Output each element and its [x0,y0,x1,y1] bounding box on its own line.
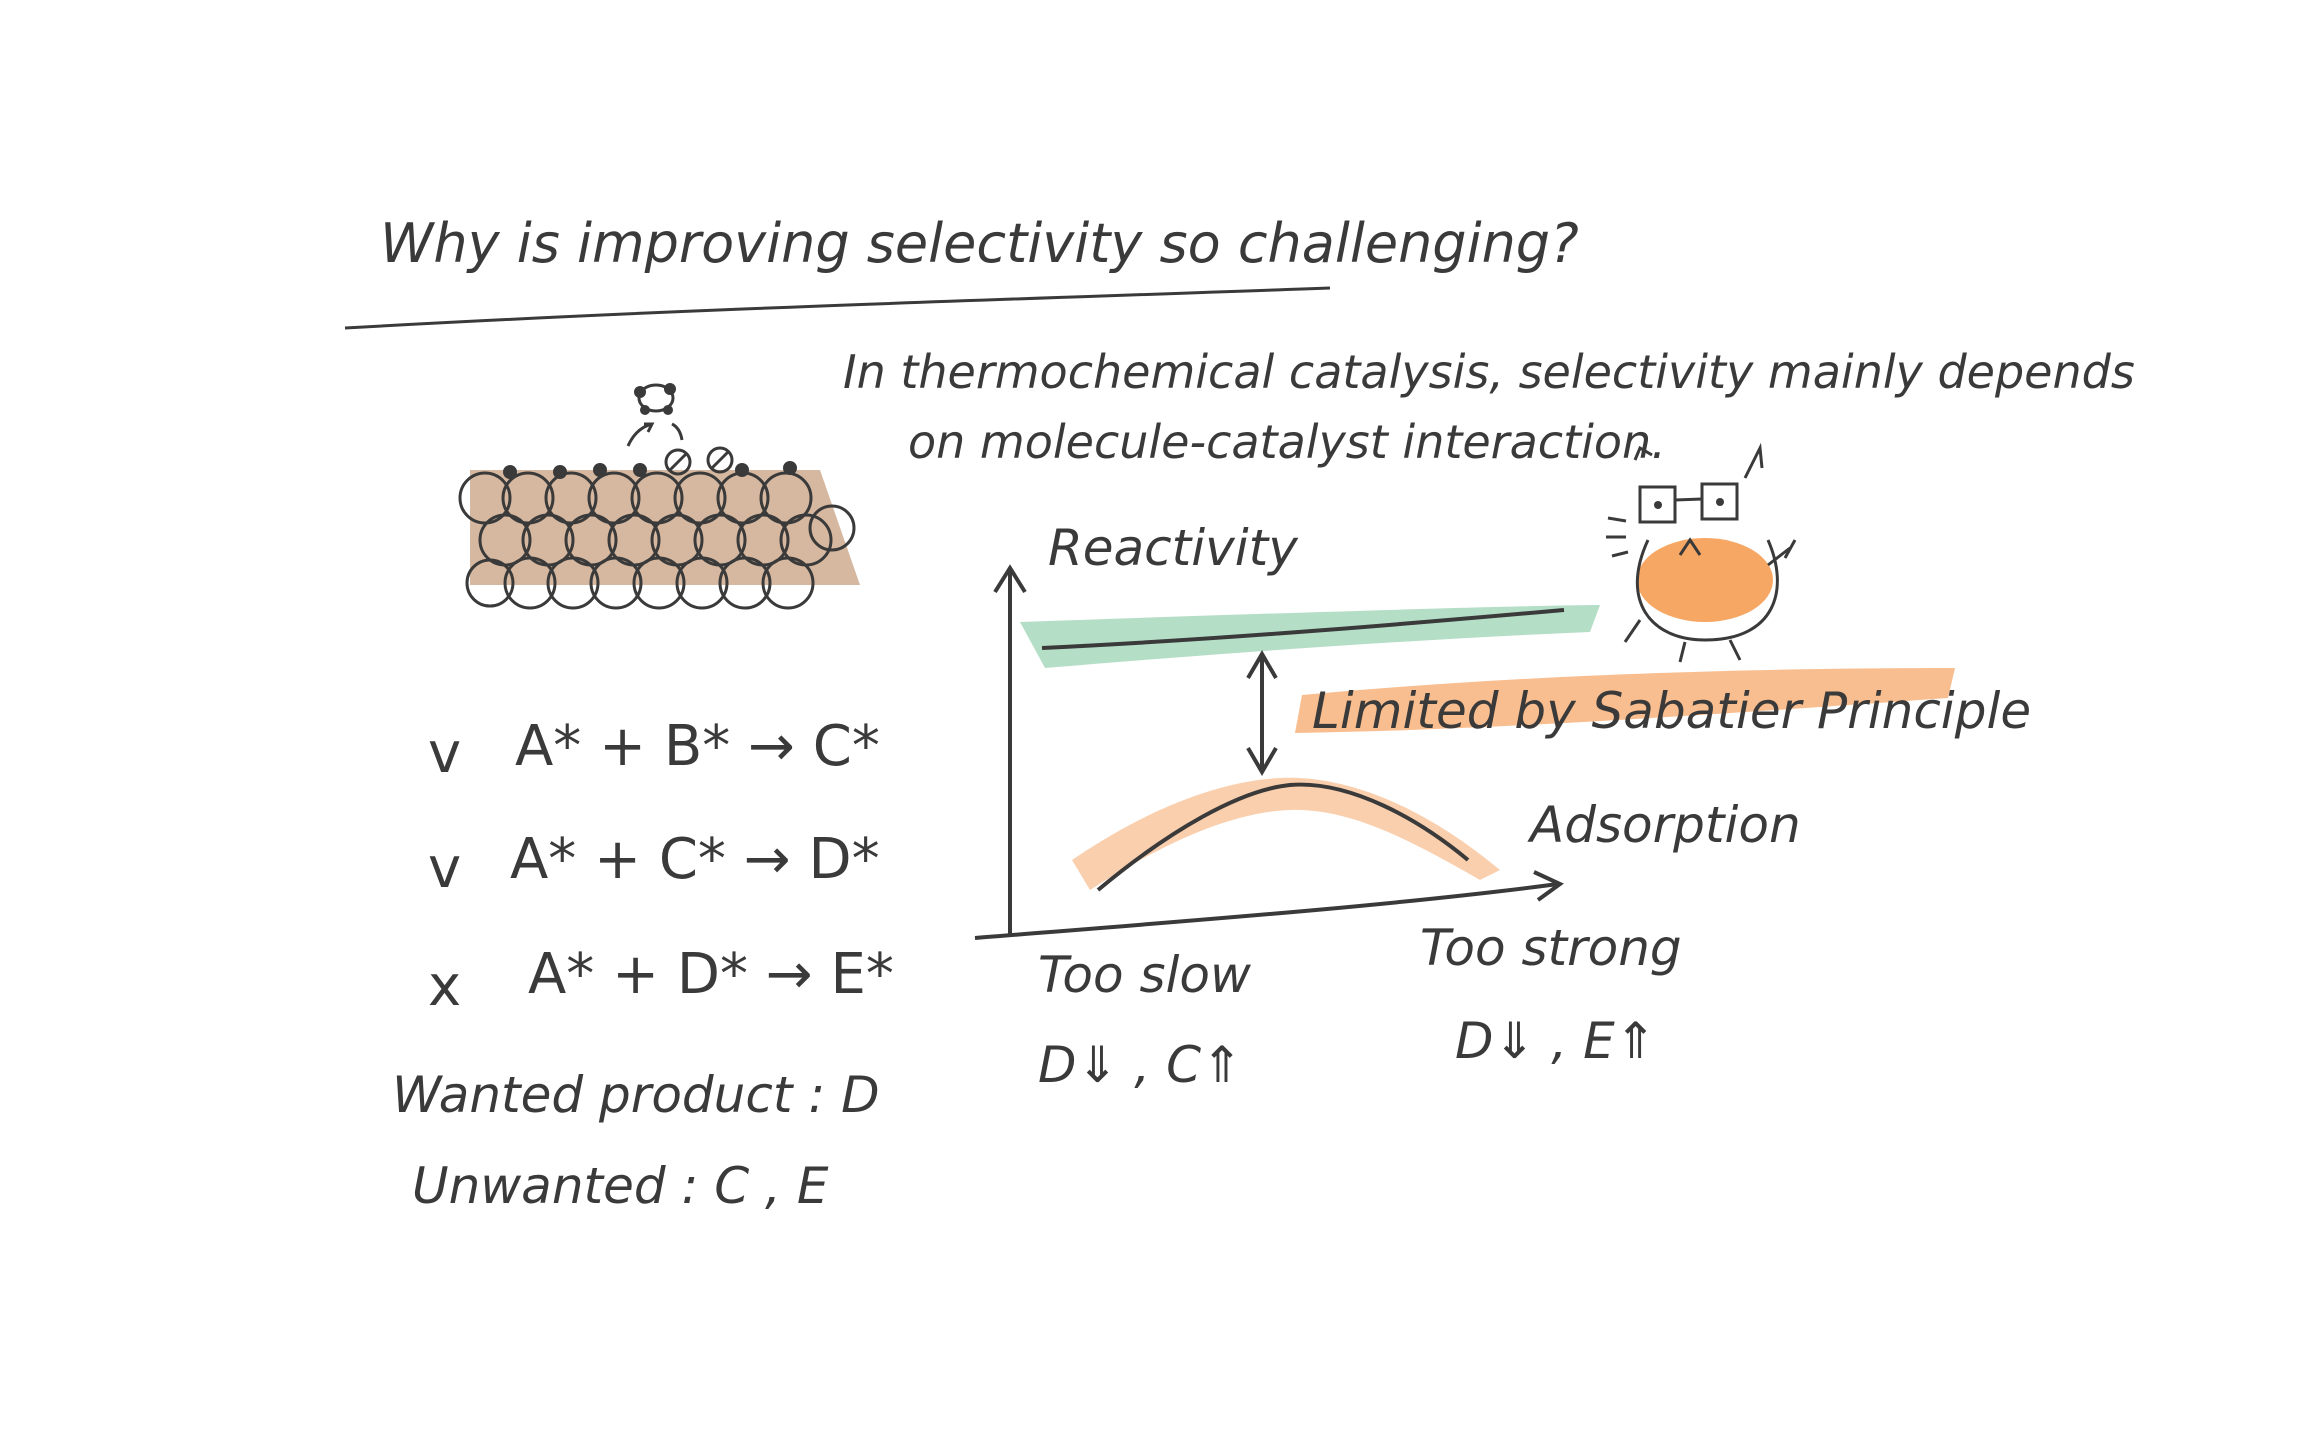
intro-line-2: on molecule-catalyst interaction. [908,415,1666,469]
y-axis-arrowhead [993,564,1027,594]
title-underline [344,286,1331,330]
mascot-ear-right [1743,442,1764,479]
reaction-1-mark: v [428,721,461,786]
adsorbed-species [503,461,797,479]
cat-mascot-illustration [1606,442,1797,663]
mascot-mouth [1678,537,1702,556]
too-strong-label: Too strong [1420,919,1682,977]
mascot-ear-left [1633,445,1653,461]
too-slow-label: Too slow [1038,946,1251,1004]
adsorbed-molecules [664,446,734,476]
desorbing-molecule [626,383,684,447]
volcano-curve [1096,782,1470,892]
surface-shading [470,470,860,585]
surface-atoms [458,471,856,610]
mascot-feet [1623,619,1742,663]
volcano-curve-highlight [1072,777,1500,890]
mascot-eye-left [1654,501,1662,509]
mascot-glasses-left [1638,485,1677,524]
y-axis-label: Reactivity [1048,519,1299,577]
ideal-reactivity-line [1041,608,1565,650]
mascot-body-outline [1635,539,1779,642]
too-strong-effect: D⇓ , E⇑ [1455,1012,1657,1070]
mascot-whiskers [1606,516,1629,558]
mascot-body-fill [1637,538,1773,622]
reaction-list: v A* + B* → C* v A* + C* → D* x A* + D* … [428,714,894,1019]
catalyst-surface-illustration [458,383,860,610]
x-axis-label: Adsorption [1527,796,1801,854]
gap-arrow-bottom-head [1246,746,1278,776]
mascot-eye-right [1716,498,1724,506]
reaction-2: A* + C* → D* [510,827,880,892]
x-axis-arrowhead [1533,870,1564,902]
x-axis [974,882,1559,940]
reaction-1: A* + B* → C* [515,714,880,779]
title: Why is improving selectivity so challeng… [380,212,1579,275]
reaction-3-mark: x [428,954,461,1019]
wanted-product: Wanted product : D [392,1066,880,1124]
mascot-hand [1767,539,1797,567]
sabatier-graph: Reactivity Adsorption Limited by Sabatie… [974,519,2031,1094]
mascot-glasses-bridge [1674,497,1703,502]
unwanted-products: Unwanted : C , E [412,1157,829,1215]
gap-arrow-top-head [1246,650,1278,680]
intro-line-1: In thermochemical catalysis, selectivity… [843,345,2135,399]
reaction-2-mark: v [428,836,461,901]
mascot-glasses-right [1700,482,1739,521]
too-slow-effect: D⇓ , C⇑ [1038,1036,1243,1094]
reaction-3: A* + D* → E* [528,942,894,1007]
sabatier-label-highlight [1295,668,1955,733]
gap-label: Limited by Sabatier Principle [1312,682,2031,740]
